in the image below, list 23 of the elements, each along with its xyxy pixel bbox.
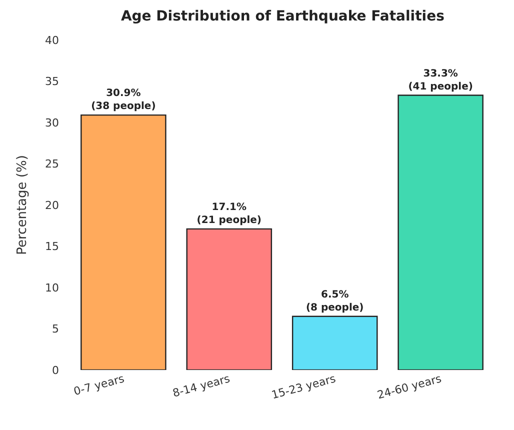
y-tick-label: 25 <box>45 158 59 171</box>
bar <box>80 114 166 370</box>
y-tick-label: 10 <box>45 281 59 294</box>
data-label: 17.1% (21 people) <box>196 202 262 226</box>
y-tick-label: 15 <box>45 240 59 254</box>
data-label: 6.5% (8 people) <box>306 289 364 314</box>
y-tick-label: 40 <box>45 34 59 47</box>
y-tick-label: 35 <box>45 75 59 88</box>
y-tick-label: 30 <box>45 116 59 130</box>
x-tick-label: 24-60 years <box>376 372 444 402</box>
chart-title: Age Distribution of Earthquake Fatalities <box>120 8 444 25</box>
bar <box>186 228 272 370</box>
x-tick-label: 15-23 years <box>270 372 338 402</box>
y-axis-title: Percentage (%) <box>14 155 30 255</box>
x-tick-label: 8-14 years <box>171 372 232 400</box>
bar <box>398 94 484 370</box>
data-label: 33.3% (41 people) <box>408 68 473 92</box>
y-tick-label: 20 <box>45 198 59 212</box>
x-tick-label: 0-7 years <box>72 372 126 398</box>
y-tick-label: 0 <box>52 364 59 377</box>
y-tick-label: 5 <box>52 322 59 336</box>
data-label: 30.9% (38 people) <box>91 88 156 112</box>
bar <box>292 316 378 370</box>
